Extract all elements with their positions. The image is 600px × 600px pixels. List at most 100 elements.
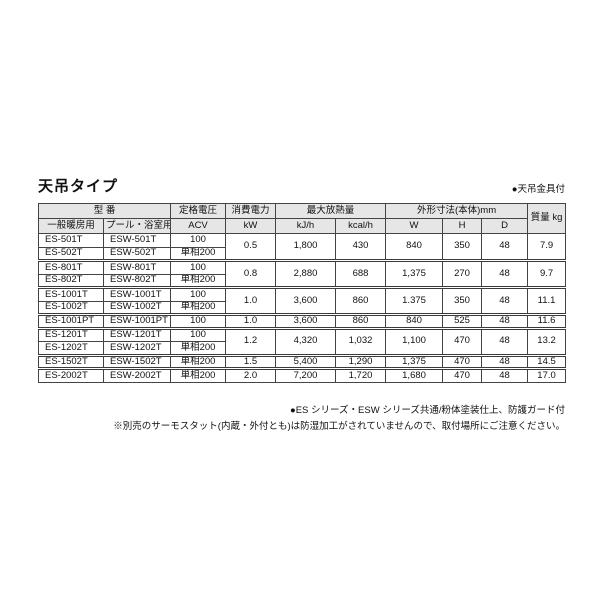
header-acv-unit: ACV bbox=[170, 218, 227, 234]
voltage-cell: 単相200 bbox=[170, 246, 227, 261]
mounting-bracket-note: ●天吊金具付 bbox=[511, 184, 565, 195]
header-pool-bathroom: プール・浴室用 bbox=[102, 218, 172, 234]
voltage-cell: 100 bbox=[170, 313, 227, 329]
model-pool-cell: ESW-1201T bbox=[102, 326, 172, 342]
kcalh-cell: 1,290 bbox=[335, 353, 387, 369]
footnote-series: ●ES シリーズ・ESW シリーズ共通/粉体塗装仕上、防護ガード付 bbox=[289, 405, 565, 416]
voltage-cell: 100 bbox=[170, 233, 227, 248]
dim-h-cell: 470 bbox=[442, 353, 483, 369]
mass-cell: 7.9 bbox=[527, 233, 567, 261]
voltage-cell: 単相200 bbox=[170, 273, 227, 288]
dim-w-cell: 1,680 bbox=[385, 367, 444, 383]
mass-cell: 14.5 bbox=[527, 353, 567, 369]
page-title: 天吊タイプ bbox=[38, 178, 119, 195]
table-row: ES-501T ESW-501T 100 0.5 1,800 430 840 350 48 7.9 bbox=[38, 233, 567, 261]
mass-cell: 13.2 bbox=[527, 326, 567, 356]
table-row: ES-1201T ESW-1201T 100 1.2 4,320 1,032 1,100 47… bbox=[38, 326, 567, 356]
model-pool-cell: ESW-1001T bbox=[102, 286, 172, 302]
footnotes: ●ES シリーズ・ESW シリーズ共通/粉体塗装仕上、防護ガード付 ※別売のサー… bbox=[113, 403, 565, 435]
header-height: H bbox=[442, 218, 483, 234]
header-power-consumption: 消費電力 bbox=[225, 203, 277, 219]
model-pool-cell: ESW-802T bbox=[102, 273, 172, 288]
table-row: ES-801T ESW-801T 100 0.8 2,880 688 1,375 270 48 9… bbox=[38, 259, 567, 288]
header-dimensions: 外形寸法(本体)mm bbox=[385, 203, 529, 219]
kw-cell: 0.8 bbox=[225, 259, 277, 288]
kcalh-cell: 1,032 bbox=[335, 326, 387, 356]
header-row-1: 型 番 定格電圧 消費電力 最大放熱量 外形寸法(本体)mm 質量 kg bbox=[37, 203, 567, 234]
dim-d-cell: 48 bbox=[481, 367, 529, 383]
model-general-cell: ES-1001PT bbox=[38, 313, 104, 329]
kjh-cell: 7,200 bbox=[275, 367, 337, 383]
dim-w-cell: 840 bbox=[385, 233, 444, 261]
dim-h-cell: 270 bbox=[442, 259, 483, 288]
spec-table-header: 型 番 定格電圧 消費電力 最大放熱量 外形寸法(本体)mm 質量 kg 一般暖… bbox=[37, 203, 567, 234]
mass-cell: 9.7 bbox=[527, 259, 567, 288]
kcalh-cell: 430 bbox=[335, 233, 387, 261]
table-row: ES-1001T ESW-1001T 100 1.0 3,600 860 1.375 350 4… bbox=[38, 286, 567, 315]
model-pool-cell: ESW-1502T bbox=[102, 353, 172, 369]
dim-h-cell: 525 bbox=[442, 313, 483, 329]
model-general-cell: ES-501T bbox=[38, 233, 104, 248]
header-max-heat: 最大放熱量 bbox=[275, 203, 387, 219]
kjh-cell: 5,400 bbox=[275, 353, 337, 369]
dim-d-cell: 48 bbox=[481, 233, 529, 261]
dim-w-cell: 1,100 bbox=[385, 326, 444, 356]
model-pool-cell: ESW-1202T bbox=[102, 341, 172, 356]
header-depth: D bbox=[481, 218, 529, 234]
dim-d-cell: 48 bbox=[481, 353, 529, 369]
model-pool-cell: ESW-1001PT bbox=[102, 313, 172, 329]
mass-cell: 11.1 bbox=[527, 286, 567, 315]
dim-h-cell: 470 bbox=[442, 367, 483, 383]
model-general-cell: ES-2002T bbox=[38, 367, 104, 383]
model-pool-cell: ESW-2002T bbox=[102, 367, 172, 383]
dim-h-cell: 470 bbox=[442, 326, 483, 356]
header-general-heating: 一般暖房用 bbox=[38, 218, 104, 234]
dim-w-cell: 1.375 bbox=[385, 286, 444, 315]
header-mass: 質量 kg bbox=[527, 203, 567, 234]
kcalh-cell: 1,720 bbox=[335, 367, 387, 383]
table-row: ES-1202T ESW-1202T 単相200 bbox=[38, 341, 566, 356]
table-row: ES-1001PT ESW-1001PT 100 1.0 3,600 860 840 525 4… bbox=[38, 313, 567, 329]
header-rated-voltage: 定格電圧 bbox=[170, 203, 227, 219]
header-kcalh-unit: kcal/h bbox=[335, 218, 387, 234]
title-row: 天吊タイプ ●天吊金具付 bbox=[38, 175, 565, 196]
voltage-cell: 100 bbox=[170, 286, 227, 302]
mass-cell: 11.6 bbox=[527, 313, 567, 329]
table-row: ES-1502T ESW-1502T 単相200 1.5 5,400 1,290 1,375… bbox=[38, 353, 567, 369]
dim-h-cell: 350 bbox=[442, 286, 483, 315]
header-kjh-unit: kJ/h bbox=[275, 218, 337, 234]
voltage-cell: 100 bbox=[170, 259, 227, 275]
spec-table: 型 番 定格電圧 消費電力 最大放熱量 外形寸法(本体)mm 質量 kg 一般暖… bbox=[37, 203, 567, 383]
kcalh-cell: 688 bbox=[335, 259, 387, 288]
model-general-cell: ES-1502T bbox=[38, 353, 104, 369]
model-general-cell: ES-1202T bbox=[38, 341, 104, 356]
dim-d-cell: 48 bbox=[481, 326, 529, 356]
dim-w-cell: 1,375 bbox=[385, 353, 444, 369]
model-pool-cell: ESW-1002T bbox=[102, 300, 172, 315]
mass-cell: 17.0 bbox=[527, 367, 567, 383]
kcalh-cell: 860 bbox=[335, 286, 387, 315]
model-general-cell: ES-802T bbox=[38, 273, 104, 288]
dim-w-cell: 840 bbox=[385, 313, 444, 329]
kcalh-cell: 860 bbox=[335, 313, 387, 329]
kw-cell: 1.0 bbox=[225, 313, 277, 329]
model-general-cell: ES-1201T bbox=[38, 326, 104, 342]
kjh-cell: 3,600 bbox=[275, 313, 337, 329]
voltage-cell: 100 bbox=[170, 326, 227, 342]
header-width: W bbox=[385, 218, 444, 234]
table-row: ES-2002T ESW-2002T 単相200 2.0 7,200 1,720 1,680… bbox=[38, 367, 567, 383]
model-pool-cell: ESW-501T bbox=[102, 233, 172, 248]
model-general-cell: ES-1002T bbox=[38, 300, 104, 315]
kjh-cell: 2,880 bbox=[275, 259, 337, 288]
kw-cell: 1.0 bbox=[225, 286, 277, 315]
dim-w-cell: 1,375 bbox=[385, 259, 444, 288]
dim-d-cell: 48 bbox=[481, 286, 529, 315]
dim-h-cell: 350 bbox=[442, 233, 483, 261]
voltage-cell: 単相200 bbox=[170, 300, 227, 315]
model-general-cell: ES-502T bbox=[38, 246, 104, 261]
table-row: ES-1002T ESW-1002T 単相200 bbox=[38, 300, 566, 315]
kjh-cell: 4,320 bbox=[275, 326, 337, 356]
header-kw-unit: kW bbox=[225, 218, 277, 234]
header-row-2: 一般暖房用 プール・浴室用 ACV kW kJ/h kcal/h W H D bbox=[38, 218, 566, 234]
